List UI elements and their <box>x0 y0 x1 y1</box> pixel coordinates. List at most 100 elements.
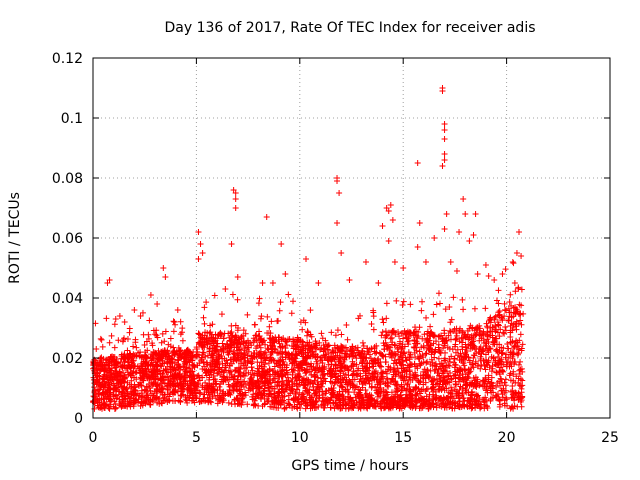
data-point <box>365 399 372 406</box>
data-point <box>364 348 371 355</box>
data-point <box>404 381 411 388</box>
data-point <box>215 352 222 359</box>
data-point <box>388 389 395 396</box>
data-point <box>397 340 404 347</box>
data-point <box>447 369 454 376</box>
data-point <box>267 403 274 410</box>
data-point <box>349 343 356 350</box>
data-point <box>304 349 311 356</box>
data-point <box>285 291 292 298</box>
data-point <box>273 394 280 401</box>
data-point <box>516 382 523 389</box>
data-point <box>268 357 275 364</box>
data-point <box>433 301 440 308</box>
data-point-outlier <box>431 235 438 241</box>
data-point <box>172 367 179 374</box>
data-point <box>142 349 149 356</box>
data-point <box>133 353 140 360</box>
data-point <box>227 368 234 375</box>
data-point <box>423 314 430 321</box>
data-point <box>166 363 173 370</box>
data-point <box>381 398 388 405</box>
data-point <box>421 331 428 338</box>
data-point <box>126 400 133 407</box>
data-point <box>311 343 318 350</box>
data-point <box>329 389 336 396</box>
data-point <box>451 343 458 350</box>
y-tick-label: 0.06 <box>52 231 83 247</box>
data-point <box>92 362 99 369</box>
data-point <box>146 374 153 381</box>
data-point <box>366 403 373 410</box>
data-point <box>256 328 263 335</box>
data-point <box>121 372 128 379</box>
data-point <box>124 347 131 354</box>
data-point <box>127 365 134 372</box>
data-point <box>171 389 178 396</box>
data-point <box>327 404 334 411</box>
data-point <box>451 372 458 379</box>
data-point-outlier <box>334 220 341 226</box>
data-point <box>307 363 314 370</box>
data-point <box>499 317 506 324</box>
data-point <box>261 396 268 403</box>
data-point-outlier <box>195 256 202 262</box>
data-point <box>441 355 448 362</box>
data-point <box>513 308 520 315</box>
data-point <box>441 367 448 374</box>
data-point-outlier <box>414 160 421 166</box>
data-point <box>121 375 128 382</box>
data-point <box>388 395 395 402</box>
data-point <box>174 379 181 386</box>
data-point <box>213 344 220 351</box>
data-point <box>426 337 433 344</box>
data-point <box>368 383 375 390</box>
data-point <box>502 324 509 331</box>
data-point <box>307 307 314 314</box>
data-point <box>508 388 515 395</box>
data-point <box>493 384 500 391</box>
data-point <box>344 348 351 355</box>
data-point <box>198 354 205 361</box>
data-point <box>245 369 252 376</box>
data-point-outlier <box>441 127 448 133</box>
data-point <box>160 394 167 401</box>
data-point <box>249 393 256 400</box>
data-point <box>300 347 307 354</box>
data-point <box>252 345 259 352</box>
data-point <box>271 363 278 370</box>
data-point <box>278 350 285 357</box>
data-point <box>296 389 303 396</box>
data-point <box>144 358 151 365</box>
data-point <box>359 358 366 365</box>
data-point <box>164 348 171 355</box>
data-point <box>480 328 487 335</box>
data-point <box>286 401 293 408</box>
data-point <box>420 368 427 375</box>
data-point <box>181 361 188 368</box>
data-point <box>227 356 234 363</box>
data-point <box>504 341 511 348</box>
data-point <box>141 399 148 406</box>
data-point <box>164 398 171 405</box>
data-point <box>414 340 421 347</box>
data-point <box>428 356 435 363</box>
data-point <box>257 315 264 322</box>
data-point <box>156 368 163 375</box>
data-point <box>256 385 263 392</box>
data-point <box>126 325 133 332</box>
data-point <box>399 302 406 309</box>
data-point <box>287 390 294 397</box>
data-point <box>403 391 410 398</box>
data-point <box>401 367 408 374</box>
data-point <box>429 385 436 392</box>
data-point <box>359 381 366 388</box>
data-point-outlier <box>112 316 119 322</box>
data-point <box>303 369 310 376</box>
data-point <box>110 353 117 360</box>
data-point <box>145 362 152 369</box>
data-point <box>334 345 341 352</box>
data-point <box>509 383 516 390</box>
data-point <box>395 356 402 363</box>
data-point <box>477 365 484 372</box>
